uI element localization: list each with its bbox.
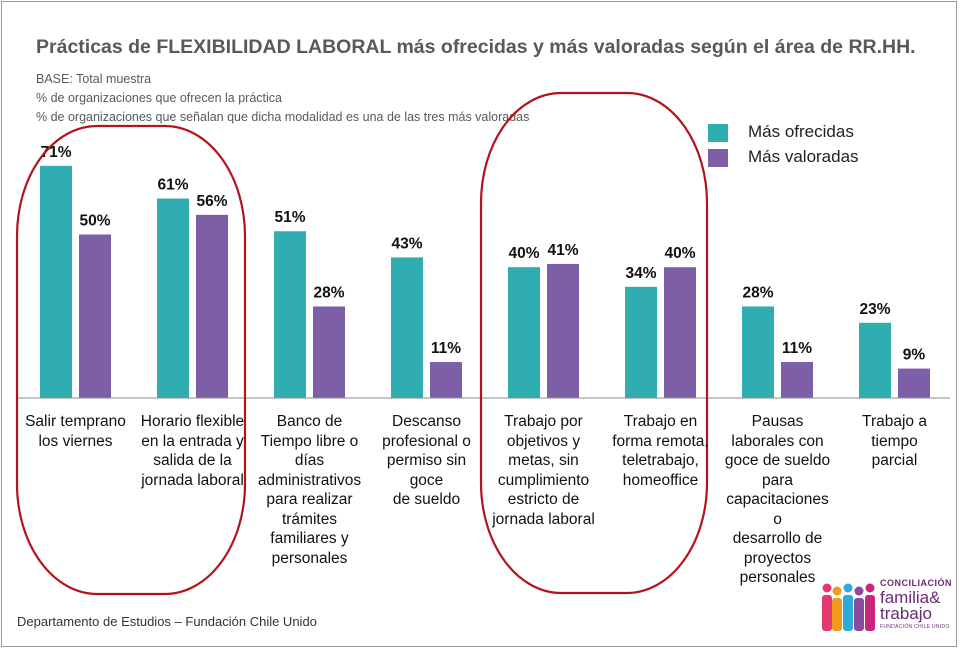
- figure-body: [832, 598, 842, 631]
- figure-head: [832, 586, 842, 596]
- data-label-offered-4: 43%: [391, 235, 422, 252]
- legend-swatch-offered: [708, 124, 728, 142]
- data-label-offered-2: 61%: [157, 177, 188, 194]
- bar-offered-6: [625, 286, 657, 398]
- logo-line-3: trabajo: [880, 604, 932, 623]
- figure-body: [843, 595, 853, 631]
- note-offered: % de organizaciones que ofrecen la práct…: [36, 91, 282, 105]
- legend-label-valued: Más valoradas: [748, 147, 859, 166]
- chart-notes: BASE: Total muestra % de organizaciones …: [36, 70, 529, 127]
- data-label-offered-7: 28%: [742, 284, 773, 301]
- data-label-offered-8: 23%: [859, 301, 890, 318]
- bar-valued-8: [898, 368, 930, 398]
- bar-valued-4: [430, 362, 462, 398]
- family-figures-icon: [822, 583, 875, 631]
- bar-valued-1: [79, 234, 111, 398]
- data-label-offered-5: 40%: [508, 245, 539, 262]
- logo-line-4: FUNDACIÓN CHILE UNIDO: [880, 624, 950, 630]
- chart-title: Prácticas de FLEXIBILIDAD LABORAL más of…: [36, 36, 916, 58]
- category-label-1: Salir temprano los viernes: [25, 413, 126, 450]
- bar-offered-7: [742, 306, 774, 398]
- figure-body: [822, 595, 832, 631]
- figure-head: [822, 583, 832, 593]
- data-label-offered-6: 34%: [625, 265, 656, 282]
- category-label-6: Trabajo en forma remota, teletrabajo, homeo…: [612, 413, 709, 489]
- bar-offered-5: [508, 267, 540, 398]
- category-label-2: Horario flexible en la entrada y salida de…: [140, 413, 245, 489]
- bar-offered-2: [157, 198, 189, 398]
- conciliacion-logo: CONCILIACIÓN familia& trabajo FUNDACIÓN …: [818, 576, 952, 638]
- bar-valued-6: [664, 267, 696, 398]
- bar-offered-4: [391, 257, 423, 398]
- bar-offered-3: [274, 231, 306, 398]
- category-label-5: Trabajo por objetivos y metas, sin cumplimi…: [492, 413, 595, 528]
- note-valued: % de organizaciones que señalan que dich…: [36, 110, 530, 124]
- logo-line-1: CONCILIACIÓN: [880, 578, 952, 588]
- legend-swatch-valued: [708, 149, 728, 167]
- data-label-valued-3: 28%: [313, 284, 344, 301]
- data-label-valued-4: 11%: [431, 340, 461, 357]
- legend-label-offered: Más ofrecidas: [748, 122, 854, 141]
- figure-body: [865, 595, 875, 631]
- note-base: BASE: Total muestra: [36, 72, 152, 86]
- figure-head: [865, 583, 875, 593]
- source-footer: Departamento de Estudios – Fundación Chi…: [17, 614, 317, 629]
- data-label-offered-3: 51%: [274, 209, 305, 226]
- figure-head: [843, 583, 853, 593]
- bar-offered-8: [859, 322, 891, 398]
- data-label-valued-1: 50%: [79, 213, 110, 230]
- data-label-valued-7: 11%: [782, 340, 812, 357]
- logo-text: CONCILIACIÓN familia& trabajo FUNDACIÓN …: [880, 578, 952, 630]
- category-label-8: Trabajo a tiempo parcial: [862, 413, 927, 469]
- logo-line-2: familia&: [880, 588, 941, 607]
- bar-valued-3: [313, 306, 345, 398]
- figure-head: [854, 586, 864, 596]
- category-label-3: Banco de Tiempo libre o días administrativo…: [257, 413, 362, 567]
- data-label-valued-2: 56%: [196, 193, 227, 210]
- bar-offered-1: [40, 165, 72, 398]
- highlight-oval-right: [479, 91, 709, 595]
- data-label-valued-6: 40%: [664, 245, 695, 262]
- bar-valued-2: [196, 214, 228, 398]
- data-label-valued-5: 41%: [547, 242, 578, 259]
- category-label-7: Pausas laborales con goce de sueldo para cap…: [724, 413, 831, 586]
- highlight-oval-left: [15, 124, 247, 596]
- bar-valued-5: [547, 263, 579, 398]
- category-label-4: Descanso profesional o permiso sin goce de …: [382, 413, 471, 508]
- bar-valued-7: [781, 362, 813, 398]
- data-label-valued-8: 9%: [903, 347, 926, 364]
- figure-body: [854, 598, 864, 631]
